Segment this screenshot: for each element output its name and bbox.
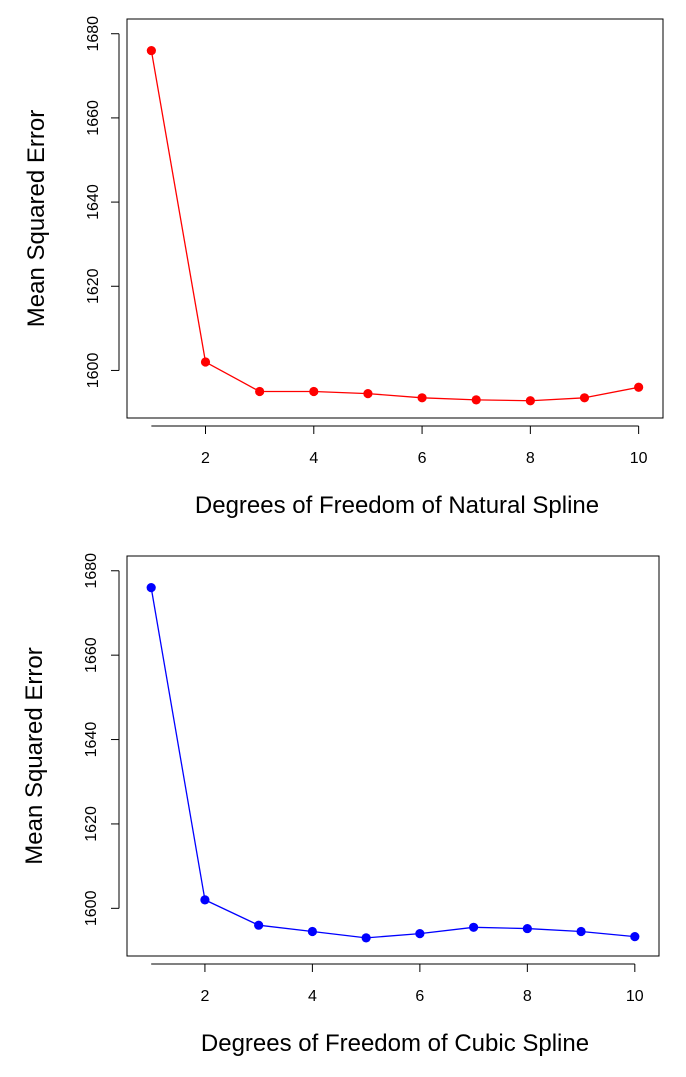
series-segment (312, 930, 367, 939)
plot-frame (126, 555, 660, 957)
x-axis-title: Degrees of Freedom of Cubic Spline (201, 1030, 589, 1057)
series-segment (150, 50, 207, 363)
data-point (415, 929, 425, 939)
data-point (630, 931, 640, 942)
x-tick-label: 6 (418, 450, 427, 467)
data-point (576, 926, 586, 937)
series-segment (205, 361, 260, 393)
x-tick-label: 2 (201, 450, 210, 467)
series-segment (313, 390, 368, 395)
series-segment (530, 397, 585, 402)
series-segment (150, 587, 206, 900)
data-point (471, 395, 481, 405)
x-tick-label: 8 (523, 988, 532, 1005)
y-axis-title: Mean Squared Error (23, 110, 50, 327)
series-segment (473, 926, 528, 930)
data-point (255, 386, 265, 397)
y-tick-label: 1620 (85, 268, 102, 304)
y-tick-label: 1680 (83, 553, 100, 589)
x-tick-label: 10 (626, 988, 644, 1005)
data-point (522, 923, 532, 934)
series-segment (584, 386, 639, 399)
series-segment (527, 927, 582, 933)
data-point (309, 386, 319, 397)
data-point (469, 922, 479, 932)
chart-2: 2 4 6 8 10 1600 1620 1640 1660 1680 Degrees of Fre… (21, 553, 660, 1057)
y-tick-label: 1620 (83, 806, 100, 842)
data-point (361, 933, 371, 943)
y-axis-title: Mean Squared Error (21, 647, 48, 864)
series-segment (476, 399, 531, 402)
data-point (579, 393, 590, 403)
y-tick-label: 1680 (85, 16, 102, 52)
data-point (146, 583, 156, 593)
data-point (417, 393, 427, 403)
y-tick-label: 1660 (85, 100, 102, 136)
series-segment (204, 899, 259, 926)
series-segment (366, 932, 420, 939)
x-tick-label: 10 (630, 450, 648, 467)
plot-frame (126, 18, 664, 419)
series-segment (367, 392, 423, 399)
data-point (307, 926, 317, 937)
data-point (200, 895, 210, 905)
y-tick-label: 1600 (83, 890, 100, 926)
data-point (254, 920, 264, 930)
x-tick-label: 2 (200, 988, 209, 1005)
chart-1: 2 4 6 8 10 1600 1620 1640 1660 1680 Degrees of Fre… (23, 16, 664, 519)
y-tick-label: 1640 (85, 184, 102, 220)
series-segment (419, 926, 474, 935)
series-segment (258, 924, 313, 933)
data-point (634, 382, 644, 392)
x-tick-label: 4 (308, 988, 317, 1005)
data-point (363, 388, 373, 399)
x-tick-label: 6 (415, 988, 424, 1005)
y-tick-label: 1660 (83, 637, 100, 673)
data-point (146, 45, 156, 56)
y-tick-label: 1600 (85, 353, 102, 389)
x-tick-label: 8 (526, 450, 535, 467)
x-axis-title: Degrees of Freedom of Natural Spline (195, 492, 599, 519)
series-segment (422, 397, 477, 401)
y-tick-label: 1640 (83, 722, 100, 758)
x-tick-label: 4 (309, 450, 318, 467)
data-point (525, 396, 535, 406)
series-segment (581, 930, 635, 938)
data-point (200, 357, 211, 367)
